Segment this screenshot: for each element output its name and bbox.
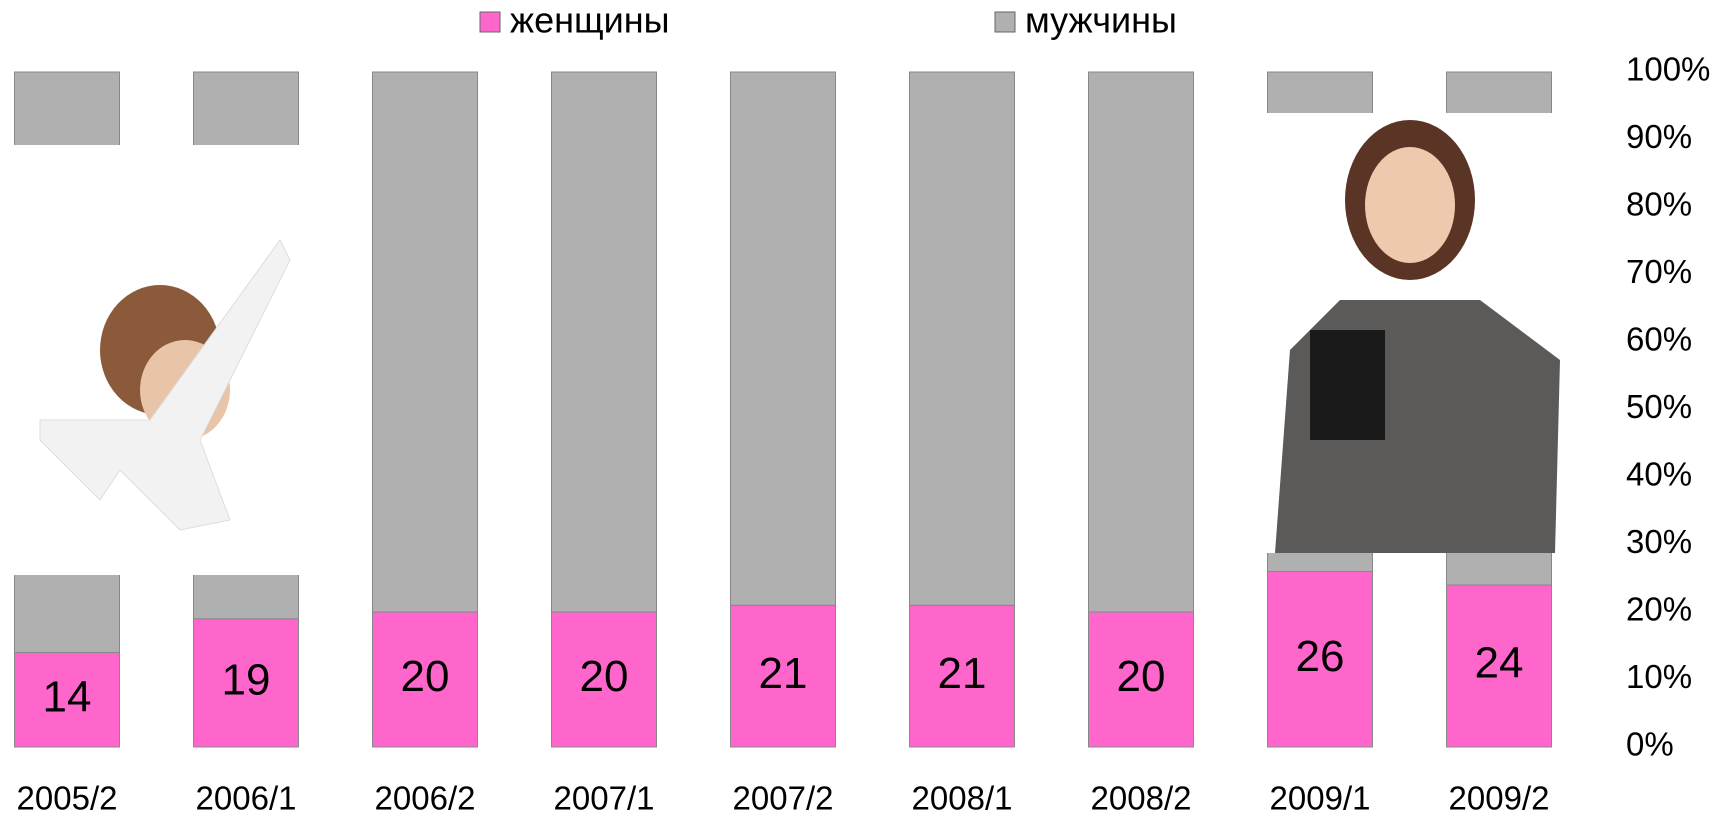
data-label: 14 [43,672,92,721]
x-tick-label: 2007/2 [733,780,834,816]
y-tick-label: 30% [1626,523,1692,560]
x-tick-label: 2008/1 [912,780,1013,816]
x-tick-label: 2005/2 [17,780,118,816]
bar-segment [910,72,1015,605]
data-label: 20 [1117,652,1166,701]
y-tick-label: 70% [1626,253,1692,290]
data-label: 26 [1296,632,1345,681]
data-label: 20 [580,652,629,701]
chart: 14 2005/2 19 2006/1 20 2006/2 20 2007/1 21 2007/2… [0,0,1731,816]
y-axis: 0% 10% 20% 30% 40% 50% 60% 70% 80% 90% 100% [1620,51,1710,763]
y-tick-label: 90% [1626,118,1692,155]
x-tick-label: 2007/1 [554,780,655,816]
legend-swatch [480,12,500,32]
y-tick-label: 60% [1626,321,1692,358]
y-tick-label: 50% [1626,388,1692,425]
bar-segment [552,72,657,612]
photo-woman-face [1365,147,1455,263]
legend-label: мужчины [1025,0,1177,41]
legend: женщины мужчины [480,0,1177,41]
x-tick-label: 2008/2 [1091,780,1192,816]
bar-segment [373,72,478,612]
y-tick-label: 0% [1626,726,1674,763]
x-tick-label: 2009/2 [1449,780,1550,816]
y-tick-label: 80% [1626,186,1692,223]
data-label: 24 [1475,639,1524,688]
bar-segment [1089,72,1194,612]
legend-label: женщины [510,0,669,41]
x-tick-label: 2006/2 [375,780,476,816]
data-label: 19 [222,656,271,705]
data-label: 20 [401,652,450,701]
y-tick-label: 10% [1626,658,1692,695]
photo-woman-folder [1310,330,1385,440]
x-tick-label: 2009/1 [1270,780,1371,816]
data-label: 21 [759,649,808,698]
x-tick-label: 2006/1 [196,780,297,816]
y-tick-label: 100% [1626,51,1710,88]
legend-swatch [995,12,1015,32]
y-tick-label: 20% [1626,591,1692,628]
bar-segment [731,72,836,605]
data-label: 21 [938,649,987,698]
y-tick-label: 40% [1626,456,1692,493]
